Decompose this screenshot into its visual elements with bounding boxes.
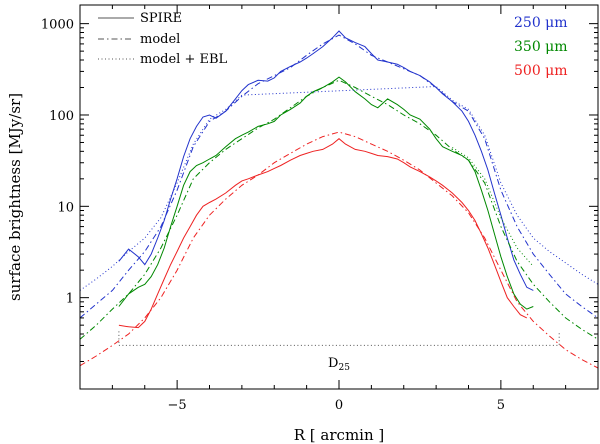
- band-label-250: 250 μm: [514, 15, 568, 31]
- y-axis-label: surface brightness [MJy/sr]: [6, 93, 24, 301]
- d25-label: D25: [328, 356, 350, 373]
- x-tick-label: 0: [335, 398, 343, 413]
- plot-area: [79, 30, 599, 369]
- d25-annotation: D25: [118, 331, 560, 373]
- series-spire-250-m: [118, 30, 534, 291]
- axis-ticks: −5 0 5 1 10 100 1000: [41, 5, 599, 413]
- legend-label-spire: SPIRE: [140, 11, 182, 26]
- legend-label-model: model: [140, 32, 180, 47]
- d25-label-main: D: [328, 356, 338, 371]
- y-tick-label: 100: [49, 109, 74, 124]
- band-legend: 250 μm 350 μm 500 μm: [514, 15, 568, 79]
- series-spire-500-m: [118, 138, 528, 329]
- x-tick-label: 5: [497, 398, 505, 413]
- x-axis-label: R [ arcmin ]: [294, 426, 385, 444]
- y-tick-label: 1: [66, 292, 74, 307]
- series-model-ebl-250-m: [79, 85, 599, 291]
- legend-label-model-ebl: model + EBL: [140, 52, 228, 67]
- series-spire-350-m: [118, 76, 534, 310]
- legend: SPIRE model model + EBL: [98, 11, 228, 67]
- y-tick-label: 10: [57, 200, 74, 215]
- y-tick-label: 1000: [41, 18, 74, 33]
- d25-label-subscript: 25: [338, 363, 350, 373]
- series-model-250-m: [79, 34, 599, 319]
- series-model-ebl-350-m: [452, 147, 534, 267]
- band-label-500: 500 μm: [514, 63, 568, 79]
- series-model-500-m: [79, 131, 599, 369]
- x-tick-label: −5: [168, 398, 187, 413]
- band-label-350: 350 μm: [514, 39, 568, 55]
- series-model-350-m: [79, 79, 599, 340]
- d25-bracket: [118, 331, 560, 346]
